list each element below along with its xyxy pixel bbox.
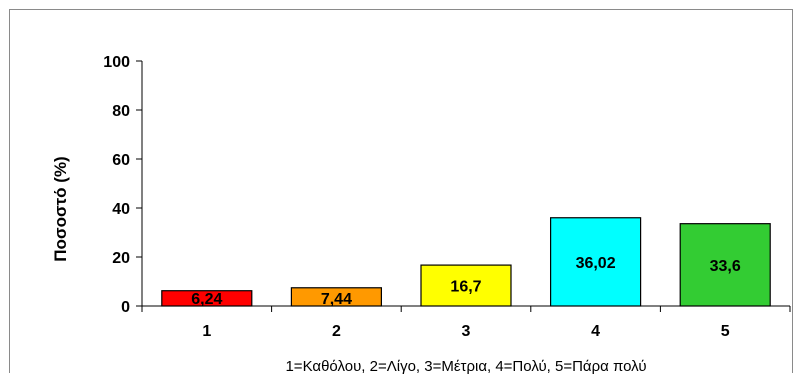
chart-frame bbox=[9, 9, 793, 373]
bar-1 bbox=[161, 290, 253, 307]
data-label-5: 33,6 bbox=[710, 258, 741, 275]
data-label-4: 36,02 bbox=[576, 255, 616, 272]
x-tick-label: 1 bbox=[202, 323, 211, 340]
data-label-1: 6,24 bbox=[191, 291, 222, 308]
bar-4 bbox=[549, 217, 642, 307]
x-tick-label: 3 bbox=[462, 323, 471, 340]
bar-5 bbox=[679, 223, 771, 307]
chart-data-labels: 6,24 7,44 16,7 36,02 33,6 bbox=[191, 255, 741, 308]
x-tick-label: 2 bbox=[332, 323, 341, 340]
y-tick-label: 100 bbox=[103, 54, 130, 71]
bar-2 bbox=[290, 287, 382, 307]
chart-bars bbox=[161, 217, 771, 307]
x-tick-label: 5 bbox=[721, 323, 730, 340]
y-tick-label: 80 bbox=[112, 103, 130, 120]
y-tick-label: 60 bbox=[112, 152, 130, 169]
y-tick-label: 20 bbox=[112, 250, 130, 267]
data-label-3: 16,7 bbox=[450, 279, 481, 296]
x-axis-title: 1=Καθόλου, 2=Λίγο, 3=Μέτρια, 4=Πολύ, 5=Π… bbox=[285, 358, 646, 375]
y-tick-label: 0 bbox=[121, 299, 130, 316]
x-tick-label: 4 bbox=[591, 323, 600, 340]
y-axis-title: Ποσοστό (%) bbox=[51, 156, 70, 261]
y-tick-label: 40 bbox=[112, 201, 130, 218]
bar-3 bbox=[420, 264, 512, 307]
data-label-2: 7,44 bbox=[321, 291, 352, 308]
